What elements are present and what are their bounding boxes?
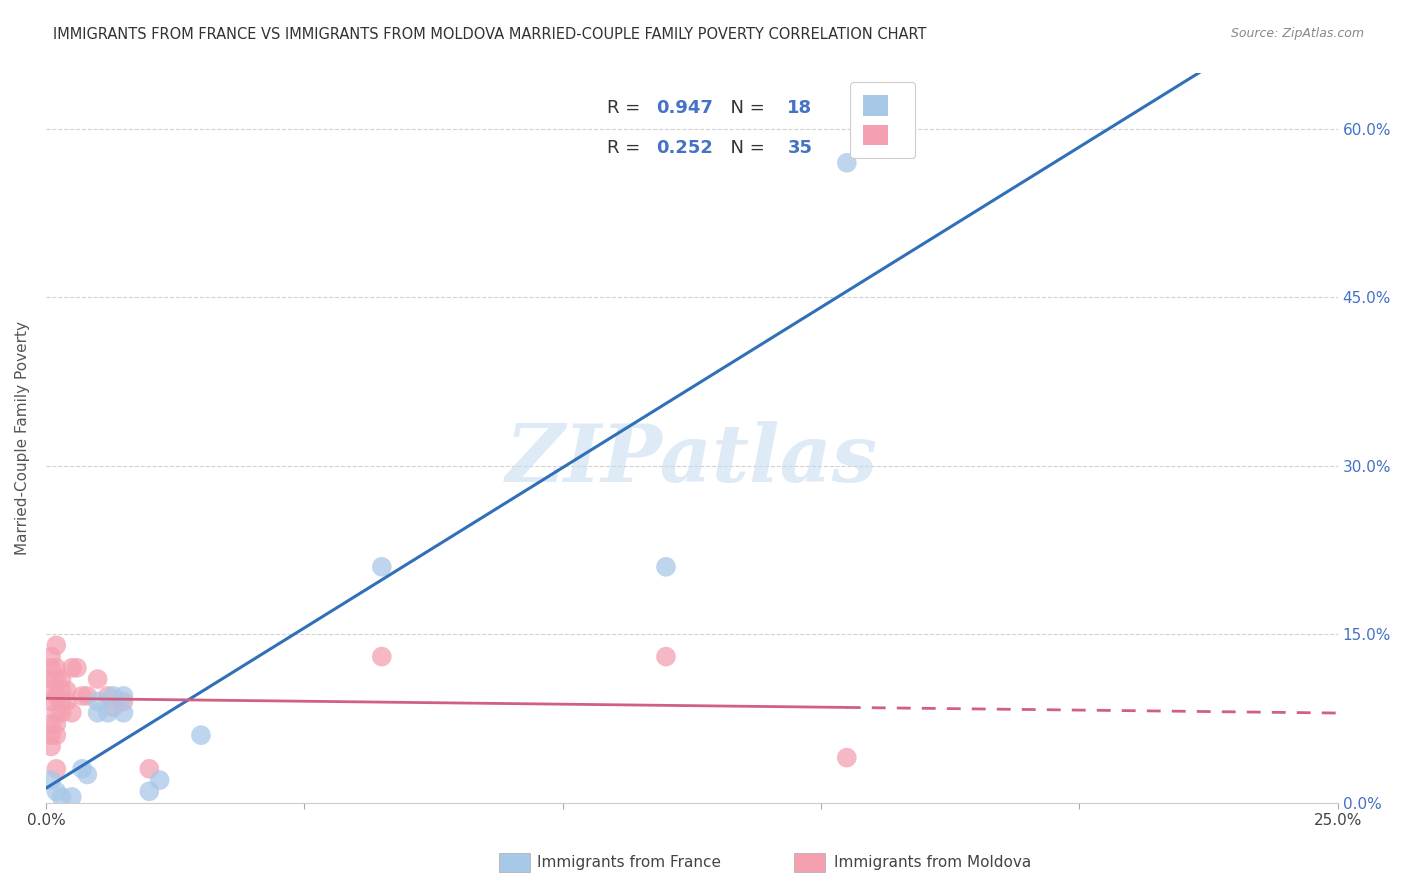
- Text: 0.252: 0.252: [655, 139, 713, 157]
- Point: [835, 155, 858, 169]
- Text: R =: R =: [606, 99, 645, 117]
- Point: [39, 661, 62, 675]
- Text: 0.947: 0.947: [655, 99, 713, 117]
- Text: N =: N =: [718, 99, 770, 117]
- Point: [39, 672, 62, 686]
- Point: [76, 767, 98, 781]
- Point: [76, 689, 98, 703]
- Point: [112, 694, 135, 708]
- Point: [45, 728, 67, 742]
- Y-axis label: Married-Couple Family Poverty: Married-Couple Family Poverty: [15, 321, 30, 555]
- Point: [101, 689, 124, 703]
- Text: Immigrants from Moldova: Immigrants from Moldova: [834, 855, 1031, 870]
- Point: [97, 706, 120, 720]
- Point: [45, 689, 67, 703]
- Point: [45, 717, 67, 731]
- Point: [70, 762, 93, 776]
- Text: Immigrants from France: Immigrants from France: [537, 855, 721, 870]
- Point: [190, 728, 212, 742]
- Point: [66, 661, 89, 675]
- Text: 18: 18: [787, 99, 813, 117]
- Point: [101, 700, 124, 714]
- Point: [138, 784, 160, 798]
- Point: [60, 706, 83, 720]
- Point: [70, 689, 93, 703]
- Point: [45, 639, 67, 653]
- Point: [39, 728, 62, 742]
- Point: [112, 689, 135, 703]
- Point: [86, 672, 108, 686]
- Legend: , : ,: [851, 82, 915, 158]
- Point: [655, 559, 678, 574]
- Point: [112, 706, 135, 720]
- Point: [51, 789, 73, 804]
- Point: [51, 672, 73, 686]
- Point: [39, 717, 62, 731]
- Text: ZIPatlas: ZIPatlas: [506, 421, 877, 499]
- Point: [39, 739, 62, 754]
- Point: [45, 762, 67, 776]
- Point: [45, 661, 67, 675]
- Point: [86, 706, 108, 720]
- Point: [149, 773, 172, 788]
- Point: [51, 683, 73, 698]
- Point: [39, 773, 62, 788]
- Text: Source: ZipAtlas.com: Source: ZipAtlas.com: [1230, 27, 1364, 40]
- Point: [138, 762, 160, 776]
- Point: [39, 683, 62, 698]
- Point: [371, 649, 394, 664]
- Point: [39, 649, 62, 664]
- Point: [45, 672, 67, 686]
- Point: [371, 559, 394, 574]
- Point: [45, 706, 67, 720]
- Point: [51, 706, 73, 720]
- Point: [60, 661, 83, 675]
- Point: [60, 789, 83, 804]
- Point: [655, 649, 678, 664]
- Point: [51, 694, 73, 708]
- Point: [835, 750, 858, 764]
- Point: [39, 694, 62, 708]
- Point: [86, 694, 108, 708]
- Point: [97, 689, 120, 703]
- Text: N =: N =: [718, 139, 770, 157]
- Text: R =: R =: [606, 139, 645, 157]
- Point: [55, 694, 77, 708]
- Text: 35: 35: [787, 139, 813, 157]
- Point: [55, 683, 77, 698]
- Point: [45, 784, 67, 798]
- Text: IMMIGRANTS FROM FRANCE VS IMMIGRANTS FROM MOLDOVA MARRIED-COUPLE FAMILY POVERTY : IMMIGRANTS FROM FRANCE VS IMMIGRANTS FRO…: [53, 27, 927, 42]
